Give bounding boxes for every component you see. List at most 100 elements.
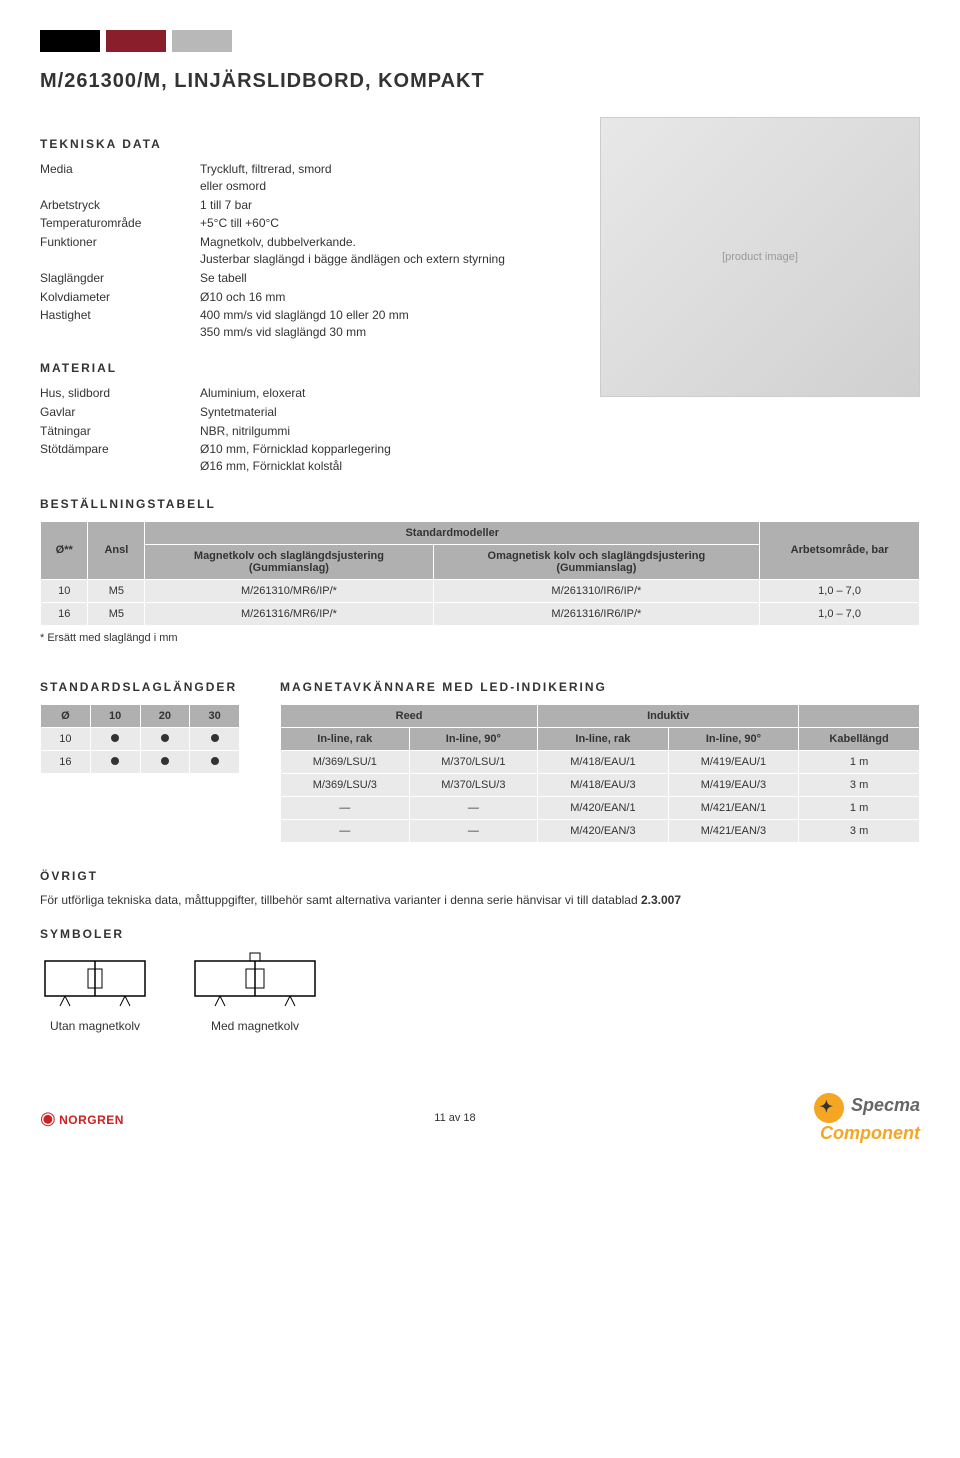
magnet-heading: MAGNETAVKÄNNARE MED LED-INDIKERING — [280, 680, 920, 694]
table-cell: 1 m — [799, 796, 920, 819]
bar-maroon — [106, 30, 166, 52]
ordering-table: Ø** Ansl Standardmodeller Arbetsområde, … — [40, 521, 920, 626]
table-cell: 16 — [41, 602, 88, 625]
table-row: 10M5M/261310/MR6/IP/*M/261310/IR6/IP/*1,… — [41, 579, 920, 602]
dot-icon — [161, 757, 169, 765]
dot-icon — [111, 734, 119, 742]
product-photo: [product image] — [600, 117, 920, 397]
table-cell: — — [281, 819, 410, 842]
table-row: 16M5M/261316/MR6/IP/*M/261316/IR6/IP/*1,… — [41, 602, 920, 625]
table-cell: M/261310/MR6/IP/* — [145, 579, 433, 602]
table-cell: M/369/LSU/1 — [281, 750, 410, 773]
dot-icon — [111, 757, 119, 765]
spec-row: Hus, slidbordAluminium, eloxerat — [40, 385, 570, 402]
spec-value: Aluminium, eloxerat — [200, 385, 570, 402]
spec-label: Tätningar — [40, 423, 200, 440]
ordering-footnote: * Ersätt med slaglängd i mm — [40, 632, 920, 644]
table-cell: 3 m — [799, 819, 920, 842]
symbol-med: Med magnetkolv — [190, 951, 320, 1033]
table-cell — [140, 750, 190, 773]
table-header: In-line, rak — [281, 727, 410, 750]
table-row: ——M/420/EAN/3M/421/EAN/33 m — [281, 819, 920, 842]
table-row: M/369/LSU/1M/370/LSU/1M/418/EAU/1M/419/E… — [281, 750, 920, 773]
th-induktiv: Induktiv — [538, 704, 799, 727]
table-cell: M/420/EAN/1 — [538, 796, 669, 819]
spec-label: Hus, slidbord — [40, 385, 200, 402]
table-cell: M/420/EAN/3 — [538, 819, 669, 842]
table-header: Kabellängd — [799, 727, 920, 750]
table-cell: 10 — [41, 727, 91, 750]
spec-row: TätningarNBR, nitrilgummi — [40, 423, 570, 440]
spec-value: Magnetkolv, dubbelverkande. Justerbar sl… — [200, 234, 570, 268]
spec-row: Hastighet400 mm/s vid slaglängd 10 eller… — [40, 307, 570, 341]
th-super: Standardmodeller — [145, 521, 760, 544]
spec-value: 1 till 7 bar — [200, 197, 570, 214]
spec-label: Media — [40, 161, 200, 195]
table-header: 30 — [190, 704, 240, 727]
table-row: M/369/LSU/3M/370/LSU/3M/418/EAU/3M/419/E… — [281, 773, 920, 796]
dot-icon — [161, 734, 169, 742]
symbol-utan: Utan magnetkolv — [40, 951, 150, 1033]
table-cell: M5 — [88, 602, 145, 625]
spec-row: MediaTryckluft, filtrerad, smord eller o… — [40, 161, 570, 195]
table-header: In-line, 90° — [668, 727, 799, 750]
spec-label: Arbetstryck — [40, 197, 200, 214]
spec-row: KolvdiameterØ10 och 16 mm — [40, 289, 570, 306]
table-row: ——M/420/EAN/1M/421/EAN/11 m — [281, 796, 920, 819]
table-cell: M/261310/IR6/IP/* — [433, 579, 760, 602]
table-cell: — — [409, 819, 538, 842]
ovrigt-heading: ÖVRIGT — [40, 869, 920, 883]
table-cell: M/421/EAN/3 — [668, 819, 799, 842]
header-color-bars — [40, 30, 920, 52]
spec-value: Ø10 mm, Förnicklad kopparlegering Ø16 mm… — [200, 441, 570, 475]
table-cell: M5 — [88, 579, 145, 602]
ovrigt-bold: 2.3.007 — [641, 893, 681, 907]
footer: ◉ NORGREN 11 av 18 ✦ Specma Component — [40, 1093, 920, 1144]
table-header: In-line, rak — [538, 727, 669, 750]
dot-icon — [211, 734, 219, 742]
table-cell — [90, 750, 140, 773]
spec-value: Syntetmaterial — [200, 404, 570, 421]
ovrigt-pre: För utförliga tekniska data, måttuppgift… — [40, 893, 641, 907]
spec-value: Tryckluft, filtrerad, smord eller osmord — [200, 161, 570, 195]
spec-row: SlaglängderSe tabell — [40, 270, 570, 287]
spec-row: StötdämpareØ10 mm, Förnicklad kopparlege… — [40, 441, 570, 475]
th-ansl: Ansl — [88, 521, 145, 579]
spec-value: 400 mm/s vid slaglängd 10 eller 20 mm 35… — [200, 307, 570, 341]
th-diam: Ø** — [41, 521, 88, 579]
symbol-utan-icon — [40, 951, 150, 1011]
bestallning-heading: BESTÄLLNINGSTABELL — [40, 497, 920, 511]
spec-label: Hastighet — [40, 307, 200, 341]
symbol-utan-label: Utan magnetkolv — [40, 1019, 150, 1033]
table-cell: M/261316/MR6/IP/* — [145, 602, 433, 625]
spec-row: Arbetstryck1 till 7 bar — [40, 197, 570, 214]
material-list: Hus, slidbordAluminium, eloxeratGavlarSy… — [40, 385, 570, 475]
spec-label: Slaglängder — [40, 270, 200, 287]
th-arbets: Arbetsområde, bar — [760, 521, 920, 579]
sensor-table: Reed Induktiv In-line, rakIn-line, 90°In… — [280, 704, 920, 843]
symboler-heading: SYMBOLER — [40, 927, 920, 941]
table-cell: 1,0 – 7,0 — [760, 602, 920, 625]
table-cell: 1 m — [799, 750, 920, 773]
table-cell: 16 — [41, 750, 91, 773]
th-empty — [799, 704, 920, 727]
tekniska-list: MediaTryckluft, filtrerad, smord eller o… — [40, 161, 570, 341]
table-cell: M/421/EAN/1 — [668, 796, 799, 819]
spec-value: Ø10 och 16 mm — [200, 289, 570, 306]
spec-row: GavlarSyntetmaterial — [40, 404, 570, 421]
spec-row: FunktionerMagnetkolv, dubbelverkande. Ju… — [40, 234, 570, 268]
spec-label: Gavlar — [40, 404, 200, 421]
th-mag: Magnetkolv och slaglängdsjustering (Gumm… — [145, 544, 433, 579]
spec-value: NBR, nitrilgummi — [200, 423, 570, 440]
spec-row: Temperaturområde+5°C till +60°C — [40, 215, 570, 232]
bar-grey — [172, 30, 232, 52]
table-cell: M/370/LSU/3 — [409, 773, 538, 796]
table-row: 16 — [41, 750, 240, 773]
table-cell: 3 m — [799, 773, 920, 796]
table-cell: M/261316/IR6/IP/* — [433, 602, 760, 625]
table-cell: M/418/EAU/1 — [538, 750, 669, 773]
dot-icon — [211, 757, 219, 765]
tekniska-heading: TEKNISKA DATA — [40, 137, 570, 151]
table-cell: — — [281, 796, 410, 819]
th-reed: Reed — [281, 704, 538, 727]
